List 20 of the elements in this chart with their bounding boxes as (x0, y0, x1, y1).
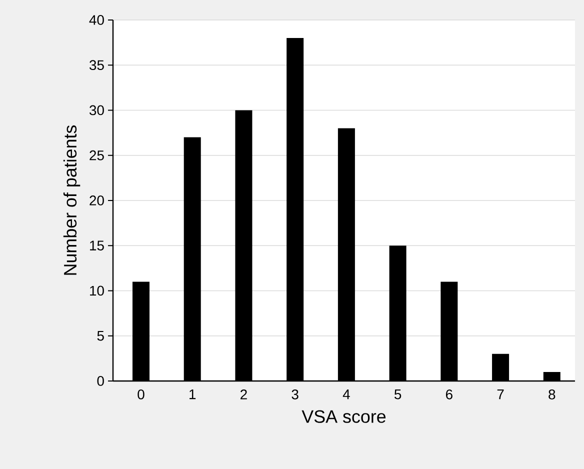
y-tick-label: 10 (90, 286, 104, 296)
x-tick-label: 5 (394, 390, 402, 400)
y-tick-label: 40 (89, 15, 104, 25)
x-tick-label: 8 (548, 389, 556, 400)
x-axis-title: VSA score (302, 410, 386, 423)
y-tick-label: 25 (90, 150, 104, 160)
x-tick-label: 6 (446, 389, 452, 400)
x-tick-label: 3 (292, 389, 298, 400)
x-tick-label: 7 (497, 390, 504, 400)
y-tick-label: 15 (90, 240, 104, 250)
y-tick-label: 30 (90, 105, 104, 116)
y-axis-title: Number of patients (63, 125, 80, 275)
y-tick-label: 5 (97, 330, 104, 341)
y-tick-label: 35 (90, 60, 104, 70)
x-tick-label: 0 (138, 389, 144, 400)
x-tick-label: 4 (342, 390, 350, 400)
y-tick-label: 0 (97, 376, 104, 386)
y-tick-label: 20 (90, 196, 104, 206)
x-tick-label: 2 (240, 389, 247, 400)
x-tick-label: 1 (190, 390, 196, 400)
